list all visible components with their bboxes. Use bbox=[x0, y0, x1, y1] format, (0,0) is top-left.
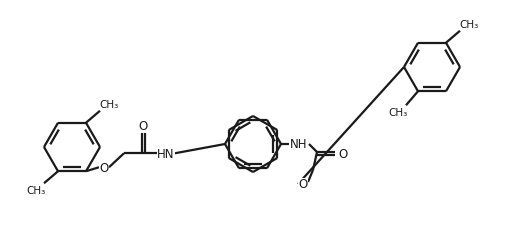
Text: HN: HN bbox=[157, 147, 174, 160]
Text: O: O bbox=[338, 147, 347, 160]
Text: CH₃: CH₃ bbox=[459, 20, 478, 30]
Text: O: O bbox=[298, 178, 307, 191]
Text: O: O bbox=[138, 119, 147, 132]
Text: CH₃: CH₃ bbox=[388, 108, 407, 118]
Text: CH₃: CH₃ bbox=[99, 99, 118, 109]
Text: CH₃: CH₃ bbox=[26, 185, 45, 196]
Text: O: O bbox=[99, 161, 109, 174]
Text: NH: NH bbox=[290, 138, 307, 151]
